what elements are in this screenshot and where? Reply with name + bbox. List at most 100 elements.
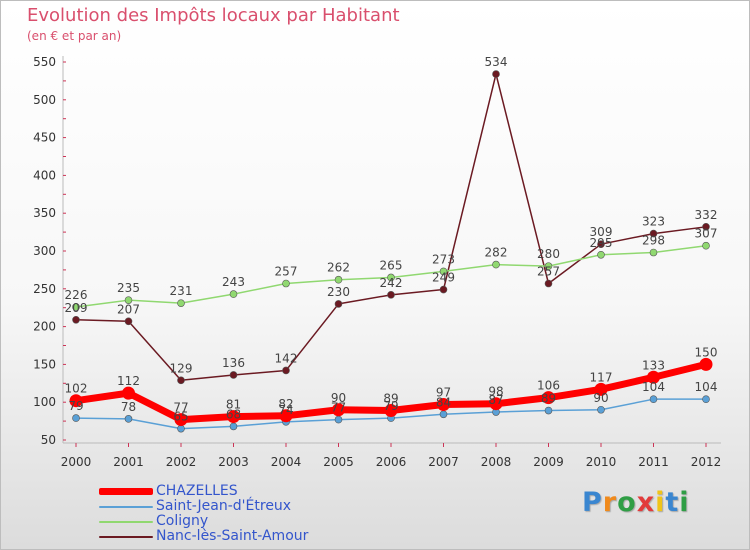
data-label: 265 [380, 258, 403, 272]
data-point [177, 376, 185, 385]
data-label: 65 [173, 410, 188, 424]
data-point [69, 394, 83, 408]
data-label: 230 [327, 285, 350, 299]
data-label: 282 [485, 246, 508, 260]
series-2 [72, 241, 710, 311]
data-point [387, 273, 395, 282]
logo-letter: t [665, 487, 680, 518]
data-label: 81 [226, 398, 241, 412]
logo-letter: P [582, 487, 603, 518]
data-label: 257 [537, 265, 560, 279]
logo-letter: i [679, 487, 690, 518]
data-point [492, 70, 500, 78]
data-label: 98 [488, 385, 503, 399]
legend: CHAZELLES Saint-Jean-d'Étreux Coligny Nanc-… [99, 484, 308, 544]
data-label: 90 [331, 391, 346, 405]
data-point [492, 260, 500, 269]
data-point [279, 409, 293, 423]
y-tick-label: 550 [33, 55, 56, 69]
y-tick-label: 100 [33, 395, 56, 409]
data-point [594, 382, 608, 396]
chart-title: Evolution des Impôts locaux par Habitant [27, 5, 400, 26]
data-point [702, 395, 710, 403]
x-tick-label: 2006 [376, 455, 407, 469]
legend-label: Nanc-lès-Saint-Amour [156, 528, 309, 544]
y-tick-label: 450 [33, 131, 56, 145]
data-point [542, 391, 555, 405]
data-label: 117 [590, 370, 613, 384]
y-tick-label: 50 [41, 433, 56, 447]
x-tick-label: 2004 [271, 455, 302, 469]
data-point [229, 371, 238, 379]
data-label: 298 [642, 234, 665, 248]
data-point [597, 405, 605, 414]
y-tick-label: 300 [33, 244, 56, 258]
x-tick-label: 2005 [323, 455, 354, 469]
data-point [597, 250, 605, 259]
logo-letter: r [602, 487, 618, 518]
data-label: 243 [222, 275, 245, 289]
data-label: 74 [278, 403, 293, 417]
legend-swatch [99, 488, 153, 495]
data-point [649, 248, 658, 257]
data-label: 79 [383, 399, 398, 413]
data-label: 84 [436, 395, 451, 409]
data-point [439, 267, 448, 276]
series-0 [69, 357, 713, 427]
legend-swatch [99, 535, 153, 538]
data-point [177, 424, 185, 433]
data-label: 262 [327, 261, 350, 275]
data-point [544, 262, 553, 270]
data-point [649, 395, 658, 403]
data-label: 79 [68, 399, 83, 413]
data-point [124, 296, 133, 304]
x-tick-label: 2012 [691, 455, 722, 469]
data-label: 273 [432, 252, 455, 266]
data-label: 102 [65, 382, 88, 396]
y-tick-label: 500 [33, 93, 56, 107]
y-tick-label: 400 [33, 168, 56, 182]
data-point [282, 366, 290, 375]
data-point [597, 240, 605, 248]
series-3 [72, 70, 710, 385]
data-label: 150 [695, 345, 718, 359]
data-point [177, 299, 185, 307]
legend-label: Coligny [156, 513, 209, 529]
data-point [699, 357, 713, 371]
x-tick-label: 2008 [481, 455, 512, 469]
data-label: 97 [436, 385, 451, 399]
data-point [72, 303, 80, 311]
x-tick-label: 2011 [638, 455, 669, 469]
data-point [334, 415, 343, 424]
data-label: 112 [117, 374, 140, 388]
data-label: 104 [642, 380, 665, 394]
data-label: 231 [170, 284, 193, 298]
data-point [439, 410, 448, 419]
y-tick-label: 250 [33, 282, 56, 296]
legend-swatch [99, 505, 153, 508]
data-label: 309 [590, 225, 613, 239]
legend-item: Nanc-lès-Saint-Amour [99, 529, 308, 544]
y-tick-label: 350 [33, 206, 56, 220]
logo-letter: o [617, 487, 637, 518]
data-point [544, 406, 553, 415]
x-tick-label: 2010 [586, 455, 617, 469]
data-label: 534 [485, 55, 508, 69]
data-label: 87 [488, 393, 503, 407]
data-label: 242 [380, 276, 403, 290]
data-label: 68 [226, 407, 241, 421]
data-label: 142 [275, 351, 298, 365]
data-label: 90 [593, 391, 608, 405]
data-label: 207 [117, 302, 140, 316]
legend-label: Saint-Jean-d'Étreux [156, 498, 292, 514]
data-label: 209 [65, 301, 88, 315]
data-point [702, 241, 710, 250]
logo-letter: i [655, 487, 666, 518]
data-point [437, 397, 450, 411]
logo-letter: x [636, 487, 656, 518]
data-label: 77 [173, 401, 188, 415]
data-label: 226 [65, 288, 88, 302]
data-point [229, 290, 238, 298]
